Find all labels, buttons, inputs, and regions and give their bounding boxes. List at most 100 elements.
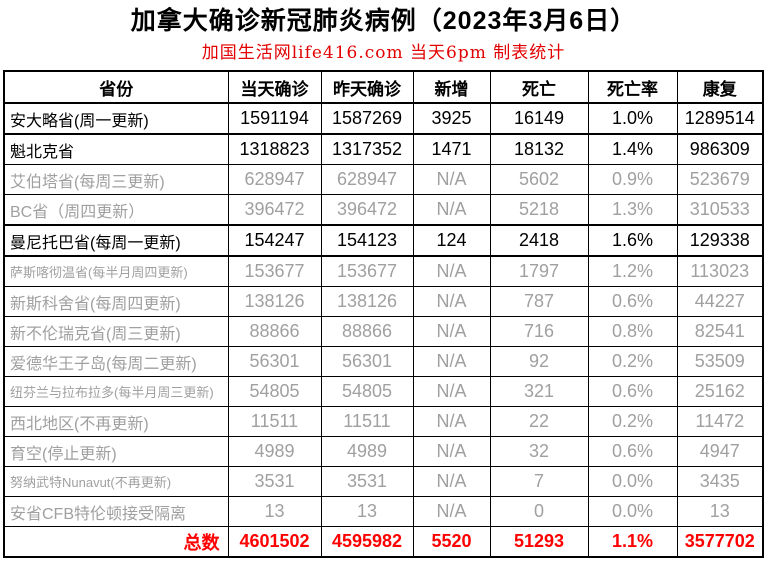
new-cell: N/A xyxy=(412,316,491,347)
col-header-deaths: 死亡 xyxy=(489,70,589,104)
today-cell: 11511 xyxy=(227,406,322,437)
yesterday-cell: 1317352 xyxy=(320,133,414,165)
table-row: 安省CFB特伦顿接受隔离 13 13 N/A 0 0.0% 13 xyxy=(3,496,764,527)
today-cell: 628947 xyxy=(227,164,322,195)
covid-stats-table: 省份 当天确诊 昨天确诊 新增 死亡 死亡率 康复 安大略省(周一更新) 1591… xyxy=(3,70,764,558)
totals-today: 4601502 xyxy=(227,526,322,558)
deaths-cell: 5602 xyxy=(489,164,589,195)
table-header-row: 省份 当天确诊 昨天确诊 新增 死亡 死亡率 康复 xyxy=(3,70,764,104)
recovered-cell: 53509 xyxy=(676,346,764,377)
table-row: 纽芬兰与拉布拉多(每半月周三更新) 54805 54805 N/A 321 0.6% 251… xyxy=(3,376,764,407)
province-cell: 安大略省(周一更新) xyxy=(3,102,229,135)
rate-cell: 1.4% xyxy=(587,133,678,165)
province-cell: 西北地区(不再更新) xyxy=(3,406,229,437)
province-cell: 新不伦瑞克省(周三更新) xyxy=(3,316,229,347)
table-row: 新斯科舍省(每周四更新) 138126 138126 N/A 787 0.6% 44227 xyxy=(3,286,764,317)
yesterday-cell: 11511 xyxy=(320,406,414,437)
today-cell: 153677 xyxy=(227,255,322,287)
province-cell: BC省（周四更新） xyxy=(3,194,229,226)
deaths-cell: 22 xyxy=(489,406,589,437)
today-cell: 1318823 xyxy=(227,133,322,165)
today-cell: 3531 xyxy=(227,466,322,497)
totals-yesterday: 4595982 xyxy=(320,526,414,558)
deaths-cell: 5218 xyxy=(489,194,589,226)
table-row: 曼尼托巴省(每周一更新) 154247 154123 124 2418 1.6% 12933… xyxy=(3,224,764,257)
col-header-province: 省份 xyxy=(3,70,229,104)
today-cell: 154247 xyxy=(227,224,322,257)
table-row: 魁北克省 1318823 1317352 1471 18132 1.4% 986309 xyxy=(3,133,764,165)
new-cell: N/A xyxy=(412,496,491,527)
totals-row: 总数 4601502 4595982 5520 51293 1.1% 35777… xyxy=(3,526,764,558)
new-cell: N/A xyxy=(412,406,491,437)
province-cell: 纽芬兰与拉布拉多(每半月周三更新) xyxy=(3,376,229,407)
new-cell: N/A xyxy=(412,164,491,195)
recovered-cell: 1289514 xyxy=(676,102,764,135)
province-cell: 努纳武特Nunavut(不再更新) xyxy=(3,466,229,497)
today-cell: 138126 xyxy=(227,286,322,317)
rate-cell: 1.3% xyxy=(587,194,678,226)
rate-cell: 0.2% xyxy=(587,346,678,377)
today-cell: 4989 xyxy=(227,436,322,467)
new-cell: N/A xyxy=(412,466,491,497)
yesterday-cell: 153677 xyxy=(320,255,414,287)
col-header-yesterday: 昨天确诊 xyxy=(320,70,414,104)
yesterday-cell: 138126 xyxy=(320,286,414,317)
rate-cell: 0.0% xyxy=(587,496,678,527)
rate-cell: 0.0% xyxy=(587,466,678,497)
new-cell: N/A xyxy=(412,376,491,407)
deaths-cell: 7 xyxy=(489,466,589,497)
yesterday-cell: 56301 xyxy=(320,346,414,377)
today-cell: 56301 xyxy=(227,346,322,377)
province-cell: 安省CFB特伦顿接受隔离 xyxy=(3,496,229,527)
recovered-cell: 44227 xyxy=(676,286,764,317)
table-body: 安大略省(周一更新) 1591194 1587269 3925 16149 1.0% 128… xyxy=(3,102,764,527)
rate-cell: 1.6% xyxy=(587,224,678,257)
province-cell: 新斯科舍省(每周四更新) xyxy=(3,286,229,317)
recovered-cell: 523679 xyxy=(676,164,764,195)
deaths-cell: 2418 xyxy=(489,224,589,257)
rate-cell: 0.6% xyxy=(587,436,678,467)
deaths-cell: 0 xyxy=(489,496,589,527)
province-cell: 曼尼托巴省(每周一更新) xyxy=(3,224,229,257)
rate-cell: 1.0% xyxy=(587,102,678,135)
page-title: 加拿大确诊新冠肺炎病例（2023年3月6日） xyxy=(130,7,637,35)
deaths-cell: 32 xyxy=(489,436,589,467)
table-row: 育空(停止更新) 4989 4989 N/A 32 0.6% 4947 xyxy=(3,436,764,467)
today-cell: 54805 xyxy=(227,376,322,407)
new-cell: N/A xyxy=(412,194,491,226)
recovered-cell: 113023 xyxy=(676,255,764,287)
new-cell: N/A xyxy=(412,255,491,287)
new-cell: N/A xyxy=(412,346,491,377)
table-row: 爱德华王子岛(每周二更新) 56301 56301 N/A 92 0.2% 53509 xyxy=(3,346,764,377)
deaths-cell: 16149 xyxy=(489,102,589,135)
table-row: 安大略省(周一更新) 1591194 1587269 3925 16149 1.0% 128… xyxy=(3,102,764,135)
table-row: 萨斯喀彻温省(每半月周四更新) 153677 153677 N/A 1797 1.2% 11… xyxy=(3,255,764,287)
col-header-rate: 死亡率 xyxy=(587,70,678,104)
recovered-cell: 82541 xyxy=(676,316,764,347)
deaths-cell: 321 xyxy=(489,376,589,407)
recovered-cell: 129338 xyxy=(676,224,764,257)
today-cell: 396472 xyxy=(227,194,322,226)
totals-label: 总数 xyxy=(3,526,229,558)
table-row: 艾伯塔省(每周三更新) 628947 628947 N/A 5602 0.9% 523679 xyxy=(3,164,764,195)
table-row: 努纳武特Nunavut(不再更新) 3531 3531 N/A 7 0.0% 3435 xyxy=(3,466,764,497)
today-cell: 1591194 xyxy=(227,102,322,135)
recovered-cell: 986309 xyxy=(676,133,764,165)
totals-deaths: 51293 xyxy=(489,526,589,558)
rate-cell: 0.8% xyxy=(587,316,678,347)
rate-cell: 0.6% xyxy=(587,376,678,407)
table-row: 新不伦瑞克省(周三更新) 88866 88866 N/A 716 0.8% 82541 xyxy=(3,316,764,347)
yesterday-cell: 1587269 xyxy=(320,102,414,135)
new-cell: N/A xyxy=(412,286,491,317)
rate-cell: 0.2% xyxy=(587,406,678,437)
table-row: 西北地区(不再更新) 11511 11511 N/A 22 0.2% 11472 xyxy=(3,406,764,437)
today-cell: 88866 xyxy=(227,316,322,347)
deaths-cell: 92 xyxy=(489,346,589,377)
rate-cell: 1.2% xyxy=(587,255,678,287)
today-cell: 13 xyxy=(227,496,322,527)
yesterday-cell: 13 xyxy=(320,496,414,527)
rate-cell: 0.6% xyxy=(587,286,678,317)
new-cell: 1471 xyxy=(412,133,491,165)
yesterday-cell: 396472 xyxy=(320,194,414,226)
